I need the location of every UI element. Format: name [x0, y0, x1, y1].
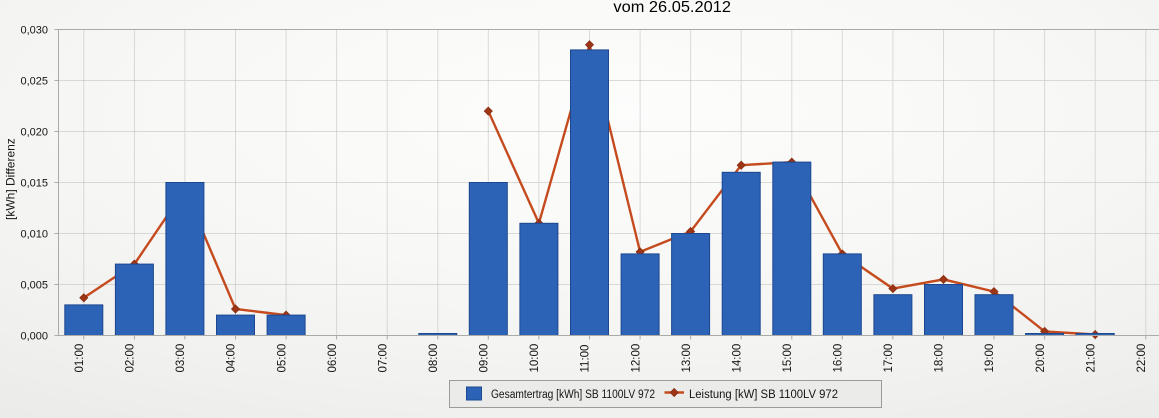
svg-text:0,030: 0,030 [20, 24, 48, 36]
svg-text:Leistung [kW] SB 1100LV 972: Leistung [kW] SB 1100LV 972 [689, 389, 838, 401]
svg-text:16:00: 16:00 [833, 344, 845, 373]
svg-text:21:00: 21:00 [1085, 344, 1097, 373]
svg-text:10:00: 10:00 [529, 344, 541, 373]
svg-text:12:00: 12:00 [630, 344, 642, 373]
svg-text:02:00: 02:00 [125, 344, 137, 373]
svg-text:15:00: 15:00 [782, 344, 794, 373]
svg-text:22:00: 22:00 [1136, 344, 1148, 373]
svg-text:0,015: 0,015 [20, 177, 48, 189]
svg-text:vom 26.05.2012: vom 26.05.2012 [613, 0, 731, 16]
svg-text:13:00: 13:00 [681, 344, 693, 373]
svg-text:17:00: 17:00 [883, 344, 895, 373]
svg-text:04:00: 04:00 [226, 344, 238, 373]
svg-text:0,005: 0,005 [20, 279, 48, 291]
svg-text:0,020: 0,020 [20, 126, 48, 138]
svg-text:0,025: 0,025 [20, 75, 48, 87]
svg-text:0,010: 0,010 [20, 228, 48, 240]
svg-text:18:00: 18:00 [934, 344, 946, 373]
svg-text:05:00: 05:00 [276, 344, 288, 373]
svg-text:08:00: 08:00 [428, 344, 440, 373]
svg-text:19:00: 19:00 [984, 344, 996, 373]
svg-text:0,000: 0,000 [20, 330, 48, 342]
svg-text:Gesamtertrag [kWh] SB 1100LV 9: Gesamtertrag [kWh] SB 1100LV 972 [491, 389, 655, 401]
svg-text:01:00: 01:00 [74, 344, 86, 373]
svg-text:20:00: 20:00 [1035, 344, 1047, 373]
svg-text:06:00: 06:00 [327, 344, 339, 373]
svg-text:14:00: 14:00 [731, 344, 743, 373]
svg-text:09:00: 09:00 [479, 344, 491, 373]
svg-text:11:00: 11:00 [580, 345, 592, 373]
svg-text:07:00: 07:00 [377, 344, 389, 373]
svg-text:03:00: 03:00 [175, 344, 187, 373]
svg-text:[kWh] Differenz: [kWh] Differenz [4, 138, 18, 220]
